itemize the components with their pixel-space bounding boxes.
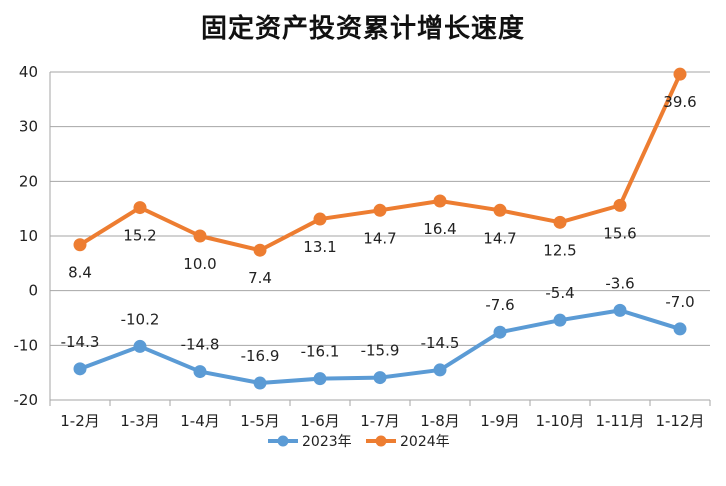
y-tick-label: 0 — [28, 282, 38, 300]
data-point — [373, 371, 387, 385]
data-label: 10.0 — [183, 255, 216, 273]
legend-marker — [277, 435, 289, 447]
data-label: 39.6 — [663, 93, 696, 111]
data-label: -5.4 — [545, 284, 574, 302]
data-label: 14.7 — [483, 229, 516, 247]
x-tick-label: 1-9月 — [480, 412, 520, 430]
data-label: 15.2 — [123, 227, 156, 245]
data-point — [193, 365, 207, 379]
data-label: 15.6 — [603, 224, 636, 242]
data-point — [373, 203, 387, 217]
data-label: -16.1 — [301, 343, 340, 361]
x-tick-label: 1-8月 — [420, 412, 460, 430]
data-point — [73, 362, 87, 376]
data-label: -14.3 — [61, 333, 100, 351]
x-tick-label: 1-5月 — [240, 412, 280, 430]
data-point — [673, 322, 687, 336]
data-label: 16.4 — [423, 220, 456, 238]
data-label: -3.6 — [605, 274, 634, 292]
data-label: -14.5 — [421, 334, 460, 352]
data-point — [613, 303, 627, 317]
data-label: 8.4 — [68, 264, 92, 282]
x-tick-label: 1-10月 — [535, 412, 584, 430]
data-label: -7.0 — [665, 293, 694, 311]
legend-label: 2024年 — [400, 434, 450, 450]
data-label: -14.8 — [181, 336, 220, 354]
series-line-1 — [78, 72, 682, 253]
legend-marker — [375, 435, 387, 447]
data-label: -16.9 — [241, 347, 280, 365]
data-label: 12.5 — [543, 241, 576, 259]
data-point — [253, 376, 267, 390]
data-point — [433, 194, 447, 208]
data-point — [193, 229, 207, 243]
chart-title: 固定资产投资累计增长速度 — [200, 14, 525, 44]
y-tick-label: 30 — [19, 118, 38, 136]
y-tick-label: -20 — [14, 391, 39, 409]
data-point — [433, 363, 447, 377]
data-label: -7.6 — [485, 296, 514, 314]
y-tick-label: -10 — [14, 336, 39, 354]
data-point — [553, 215, 567, 229]
data-label: 7.4 — [248, 269, 272, 287]
x-tick-label: 1-12月 — [655, 412, 704, 430]
data-point — [493, 325, 507, 339]
data-point — [133, 339, 147, 353]
data-label: 14.7 — [363, 229, 396, 247]
y-tick-label: 40 — [19, 63, 38, 81]
x-tick-label: 1-6月 — [300, 412, 340, 430]
data-label: 13.1 — [303, 238, 336, 256]
y-tick-label: 20 — [19, 172, 38, 190]
x-tick-label: 1-3月 — [120, 412, 160, 430]
data-point — [553, 313, 567, 327]
legend-label: 2023年 — [302, 434, 352, 450]
x-tick-label: 1-11月 — [595, 412, 644, 430]
data-label: -10.2 — [121, 310, 160, 328]
data-point — [133, 201, 147, 215]
y-tick-label: 10 — [19, 227, 38, 245]
data-point — [313, 372, 327, 386]
data-point — [493, 203, 507, 217]
data-point — [253, 243, 267, 257]
x-tick-label: 1-7月 — [360, 412, 400, 430]
data-point — [313, 212, 327, 226]
data-label: -15.9 — [361, 342, 400, 360]
data-point — [613, 198, 627, 212]
data-point — [73, 238, 87, 252]
data-point — [673, 67, 687, 81]
x-tick-label: 1-4月 — [180, 412, 220, 430]
x-tick-label: 1-2月 — [60, 412, 100, 430]
